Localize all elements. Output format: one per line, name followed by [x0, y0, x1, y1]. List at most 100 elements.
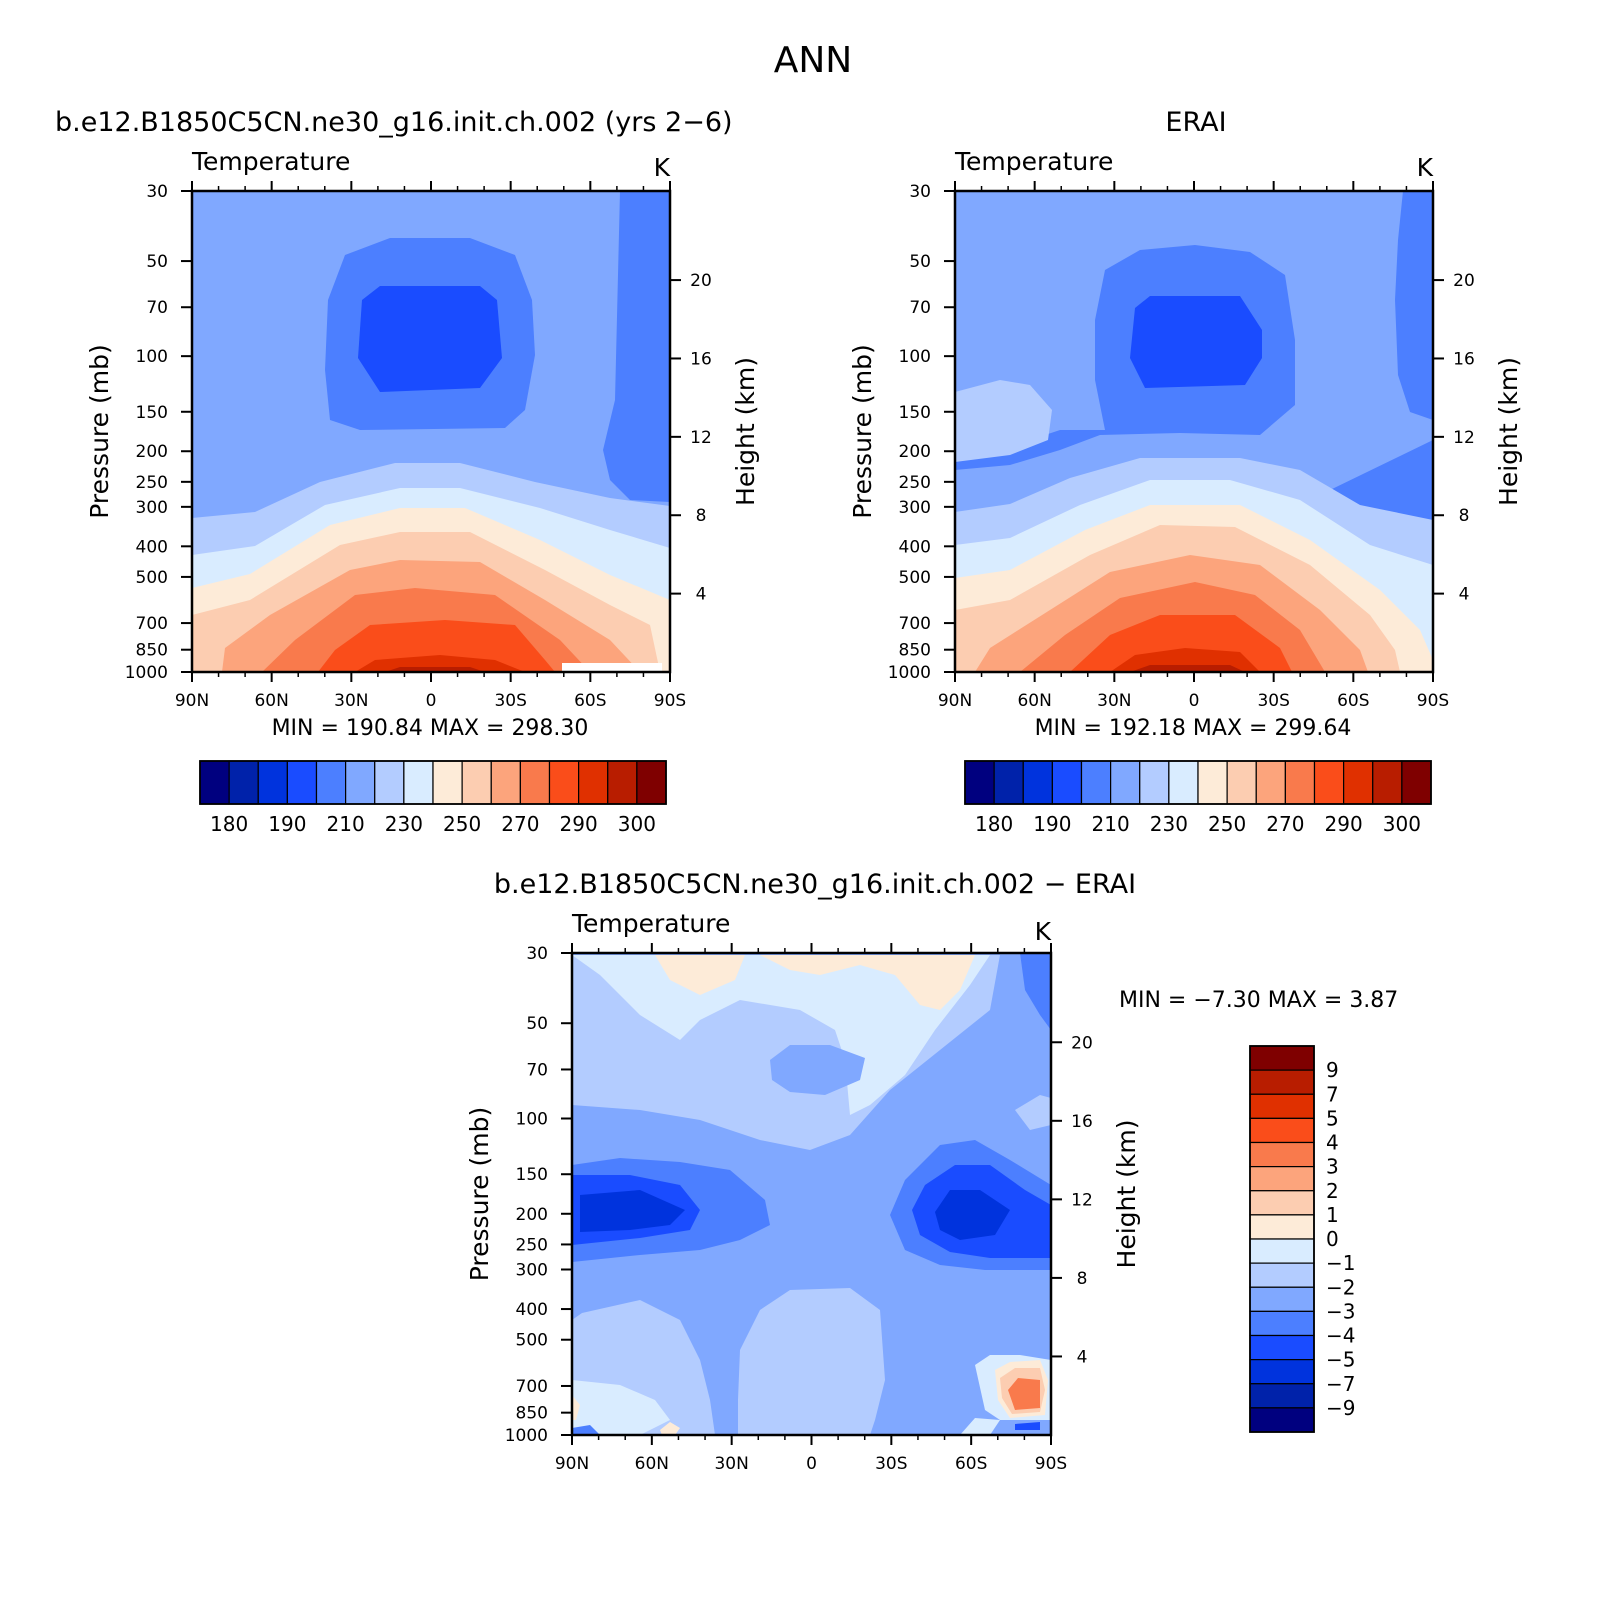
colorbar-swatch — [1249, 1069, 1315, 1095]
contour-band — [1130, 665, 1245, 672]
y-tick-label: 1000 — [125, 663, 168, 683]
y2-tick-label: 8 — [696, 506, 707, 526]
colorbar-swatch — [1249, 1045, 1315, 1071]
y2-axis-label: Height (km) — [731, 357, 760, 506]
y-tick-label: 400 — [136, 537, 168, 557]
variable-name: Temperature — [954, 147, 1113, 176]
y-tick-label: 50 — [526, 1014, 548, 1034]
plot-axes: 305070100150200250300400500700850100090N… — [85, 181, 760, 711]
x-tick-label: 0 — [1189, 691, 1200, 711]
y-tick-label: 250 — [516, 1235, 548, 1255]
variable-name: Temperature — [571, 909, 730, 938]
x-tick-label: 60N — [254, 691, 288, 711]
y2-tick-label: 4 — [696, 585, 707, 605]
colorbar: 180 190 210 230 250 270 290 300 — [199, 760, 667, 836]
min-max-readout: MIN = −7.30 MAX = 3.87 — [1119, 988, 1398, 1013]
colorbar-label: 270 — [501, 812, 539, 836]
y-tick-label: 150 — [516, 1165, 548, 1185]
plot-axes: 305070100150200250300400500700850100090N… — [465, 943, 1141, 1474]
y-tick-label: 30 — [909, 182, 931, 202]
difference-panel: b.e12.B1850C5CN.ne30_g16.init.ch.002 − E… — [465, 869, 1398, 1474]
missing-data-region — [562, 663, 662, 672]
colorbar-swatch — [1284, 760, 1316, 805]
colorbar-label: −5 — [1326, 1348, 1355, 1372]
colorbar-label: −3 — [1326, 1299, 1355, 1323]
y-tick-label: 200 — [899, 442, 931, 462]
colorbar-swatch — [1110, 760, 1141, 805]
contour-band — [760, 955, 975, 1010]
colorbar-swatch — [1022, 760, 1053, 805]
colorbar-label: 300 — [1383, 812, 1421, 836]
colorbar-swatch — [1249, 1117, 1315, 1144]
y-tick-label: 50 — [909, 252, 931, 272]
colorbar-swatch — [548, 760, 580, 805]
colorbar-frame — [199, 760, 667, 805]
colorbar-label: 9 — [1326, 1058, 1339, 1082]
colorbar-label: 0 — [1326, 1227, 1339, 1251]
colorbar-swatch — [1249, 1238, 1315, 1264]
contour-field — [192, 191, 670, 672]
y-tick-label: 1000 — [888, 663, 931, 683]
y2-tick-label: 12 — [1453, 428, 1475, 448]
colorbar-swatch — [1249, 1190, 1315, 1216]
y-tick-label: 500 — [136, 568, 168, 588]
colorbar-swatch — [607, 760, 638, 805]
colorbar: 180 190 210 230 250 270 290 300 — [964, 760, 1432, 836]
colorbar-swatch — [228, 760, 259, 805]
x-tick-label: 0 — [806, 1454, 817, 1474]
colorbar-label: −4 — [1326, 1324, 1355, 1348]
colorbar-label: −1 — [1326, 1251, 1355, 1275]
y-axis-label: Pressure (mb) — [848, 344, 877, 518]
colorbar-label: 250 — [443, 812, 481, 836]
x-tick-label: 60N — [635, 1454, 669, 1474]
contour-band — [655, 955, 745, 995]
y-tick-label: 70 — [526, 1060, 548, 1080]
colorbar-swatch — [1249, 1093, 1315, 1119]
colorbar-swatch — [1249, 1141, 1315, 1168]
contour-band — [572, 1425, 600, 1435]
y-tick-label: 70 — [909, 298, 931, 318]
colorbar-swatch — [1139, 760, 1170, 805]
y-tick-label: 850 — [516, 1404, 548, 1424]
y-tick-label: 1000 — [505, 1426, 548, 1446]
colorbar-swatch — [1249, 1383, 1315, 1409]
y2-tick-label: 16 — [1071, 1112, 1093, 1132]
x-tick-label: 30N — [334, 691, 368, 711]
colorbar-swatch — [636, 760, 667, 805]
colorbar-swatch — [1372, 760, 1403, 805]
y-tick-label: 400 — [899, 537, 931, 557]
colorbar-label: 5 — [1326, 1106, 1339, 1130]
y-tick-label: 100 — [899, 347, 931, 367]
colorbar-swatch — [1168, 760, 1199, 805]
y2-tick-label: 16 — [1453, 349, 1475, 369]
colorbar-label: 190 — [268, 812, 306, 836]
colorbar-frame — [964, 760, 1432, 805]
y-tick-label: 500 — [899, 568, 931, 588]
y-tick-label: 250 — [136, 473, 168, 493]
x-tick-label: 30N — [1097, 691, 1131, 711]
contour-band — [955, 380, 1052, 462]
units-label: K — [1035, 917, 1052, 946]
colorbar-swatch — [519, 760, 551, 805]
y-tick-label: 300 — [899, 498, 931, 518]
y-tick-label: 50 — [146, 252, 168, 272]
colorbar-swatch — [1249, 1166, 1315, 1192]
colorbar-label: 250 — [1208, 812, 1246, 836]
y2-tick-label: 12 — [1071, 1190, 1093, 1210]
colorbar-swatch — [1249, 1407, 1315, 1433]
contour-band — [1130, 296, 1262, 388]
colorbar-swatch — [1343, 760, 1374, 805]
contour-band — [1015, 1095, 1051, 1130]
contour-band — [358, 286, 502, 392]
units-label: K — [654, 153, 671, 182]
colorbar-label: 180 — [975, 812, 1013, 836]
x-tick-label: 30N — [714, 1454, 748, 1474]
y-tick-label: 400 — [516, 1300, 548, 1320]
contour-field — [572, 953, 1051, 1435]
y-tick-label: 150 — [136, 403, 168, 423]
x-tick-label: 60S — [574, 691, 606, 711]
y2-tick-label: 4 — [1459, 585, 1470, 605]
y-tick-label: 700 — [516, 1377, 548, 1397]
